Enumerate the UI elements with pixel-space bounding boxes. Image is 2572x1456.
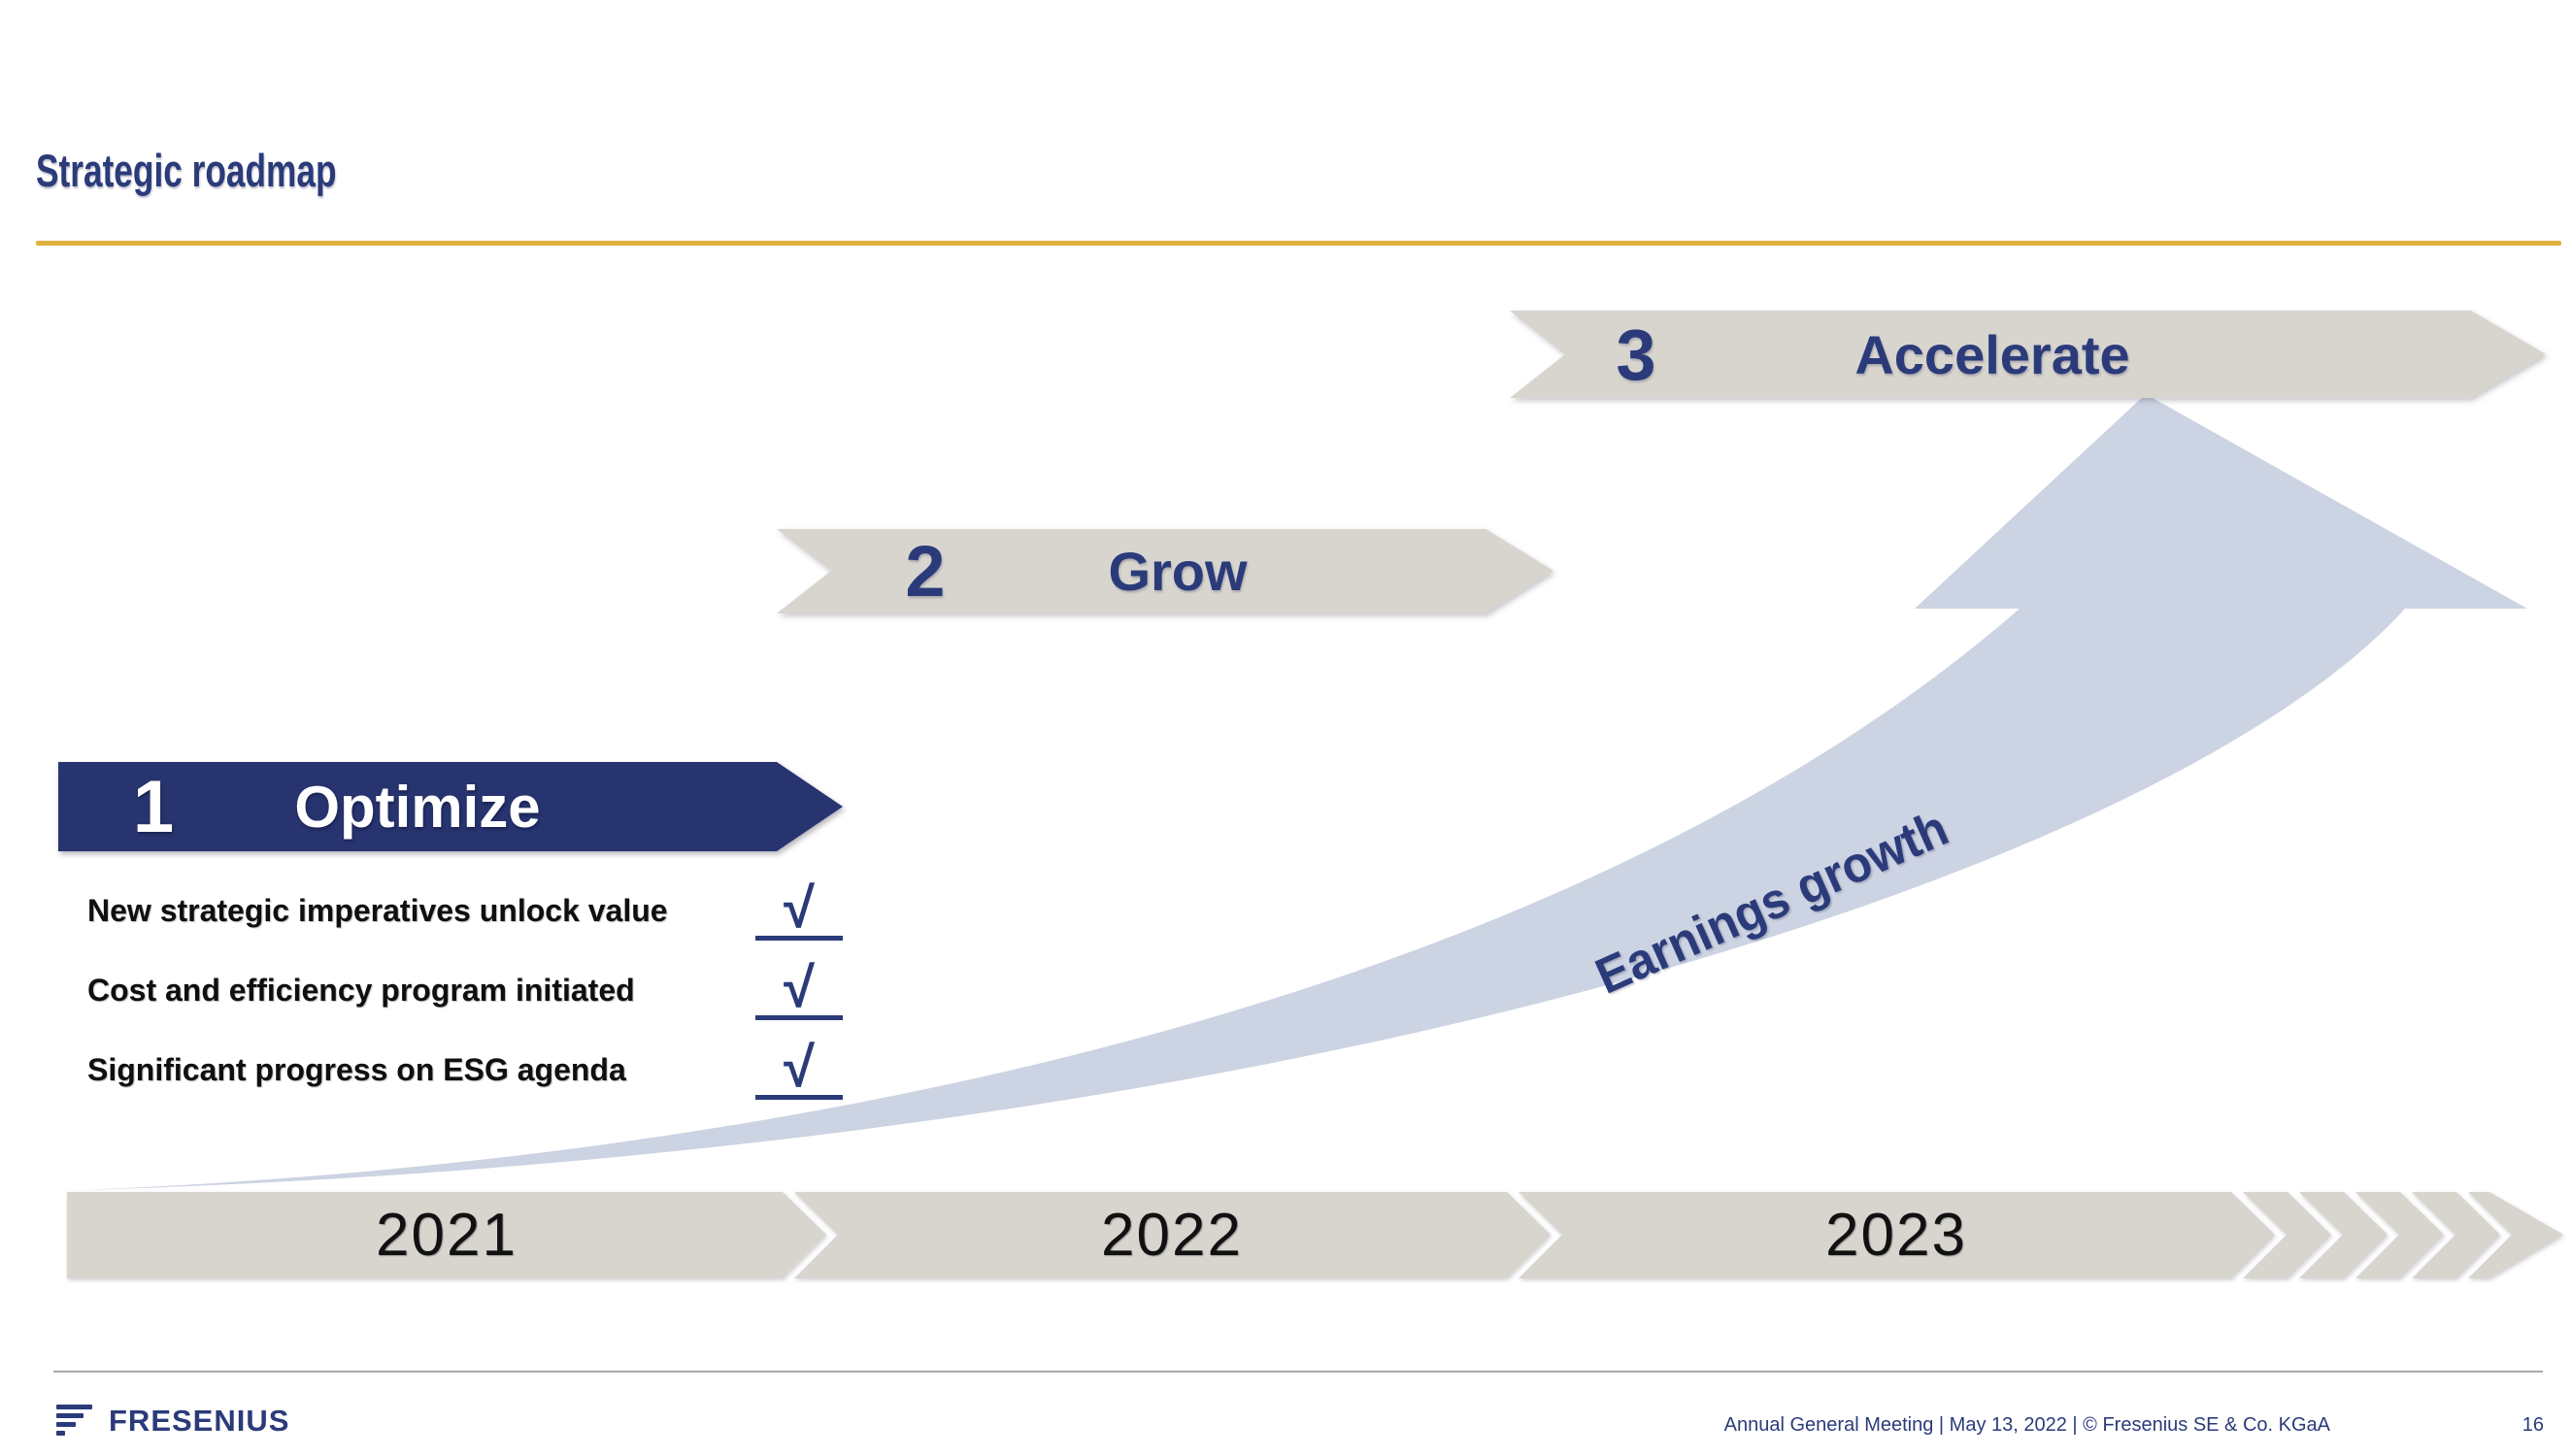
title-divider	[36, 241, 2561, 246]
phase-3-label: Accelerate	[1854, 323, 2130, 385]
logo-bar	[56, 1413, 84, 1418]
page-number: 16	[2522, 1414, 2544, 1436]
timeline-segment-2022	[794, 1192, 1551, 1278]
checklist-item: Cost and efficiency program initiated	[87, 973, 635, 1008]
page-title: Strategic roadmap	[36, 145, 337, 196]
timeline-year-2022: 2022	[1101, 1202, 1243, 1269]
checklist-item: Significant progress on ESG agenda	[87, 1052, 626, 1087]
timeline-arrow-end	[2468, 1192, 2563, 1278]
banner-grow	[777, 529, 1553, 613]
logo-bar	[56, 1431, 65, 1436]
footer-divider	[53, 1371, 2543, 1373]
checkmark-icon: √	[755, 952, 843, 1020]
fresenius-logo-icon	[56, 1405, 95, 1438]
footer-meta-text: Annual General Meeting | May 13, 2022 | …	[1723, 1414, 2330, 1436]
logo-bar	[56, 1422, 76, 1427]
logo-bar	[56, 1405, 92, 1409]
timeline-bar	[67, 1192, 2563, 1278]
timeline-chevron	[2243, 1192, 2331, 1278]
banner-optimize	[58, 762, 843, 851]
phase-1-number: 1	[132, 765, 175, 848]
timeline-segment-2021	[67, 1192, 826, 1278]
brand-wordmark: FRESENIUS	[109, 1404, 290, 1438]
checklist-item: New strategic imperatives unlock value	[87, 893, 668, 928]
timeline-chevron	[2355, 1192, 2444, 1278]
timeline-chevron	[2299, 1192, 2388, 1278]
timeline-segment-2023	[1519, 1192, 2275, 1278]
checkmark-icon: √	[755, 873, 843, 941]
timeline-year-2023: 2023	[1825, 1202, 1967, 1269]
timeline-chevron	[2412, 1192, 2500, 1278]
phase-1-label: Optimize	[294, 774, 541, 840]
banner-accelerate	[1510, 311, 2546, 398]
phase-3-number: 3	[1616, 314, 1656, 395]
phase-2-label: Grow	[1108, 541, 1248, 602]
checkmark-icon: √	[755, 1032, 843, 1100]
timeline-year-2021: 2021	[376, 1202, 518, 1269]
phase-2-number: 2	[905, 531, 946, 612]
earnings-growth-arrow	[83, 394, 2527, 1190]
